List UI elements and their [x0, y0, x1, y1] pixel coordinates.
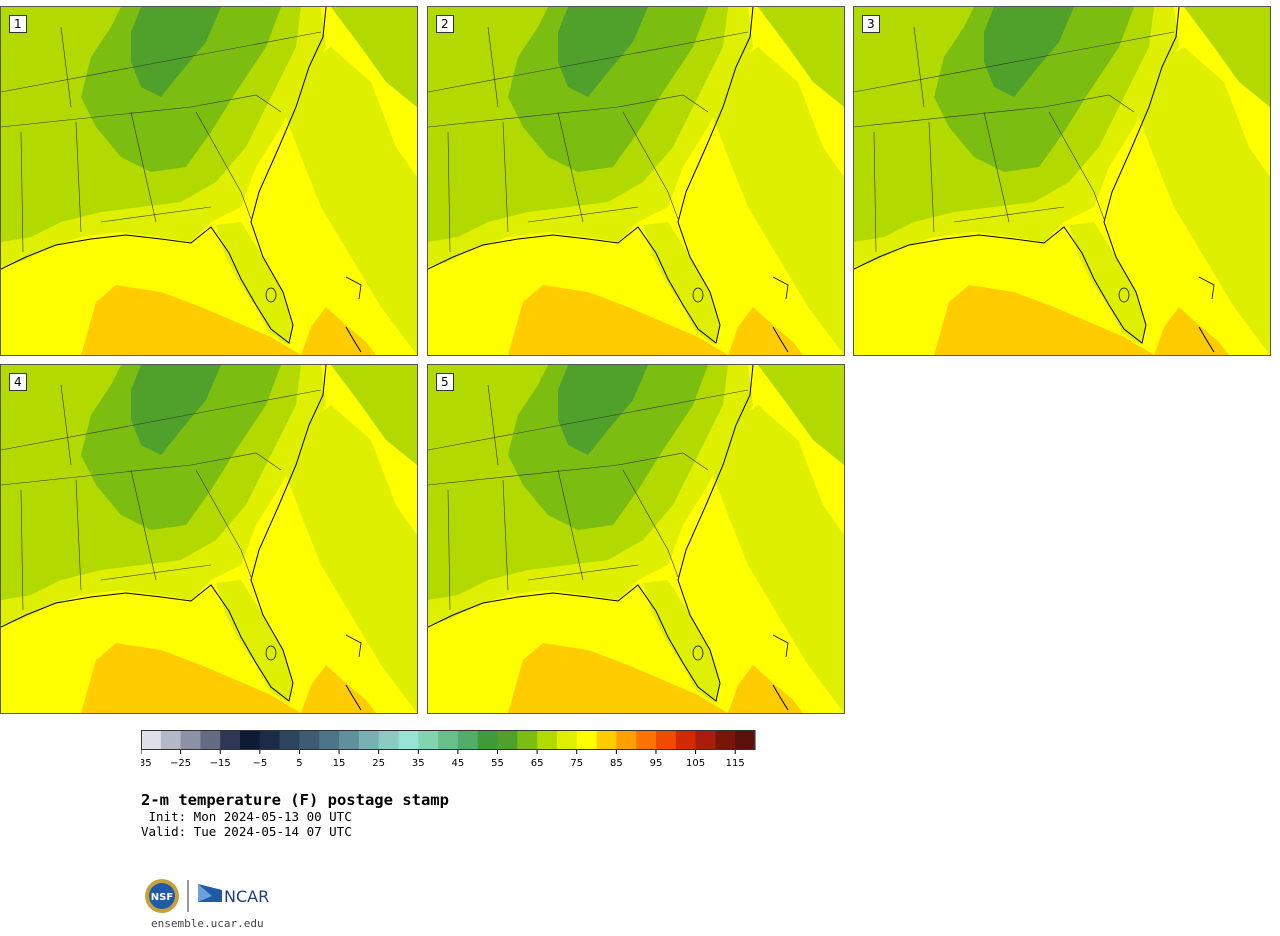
- colorbar-swatch: [299, 730, 320, 750]
- map-panel-4: [1, 365, 417, 713]
- colorbar-swatch: [378, 730, 399, 750]
- colorbar-tick-label: 85: [610, 758, 623, 769]
- panel-label: 2: [436, 15, 454, 33]
- colorbar-swatch: [339, 730, 360, 750]
- temperature-colorbar: −35 −25 −15 −5 5 15 25 35 45 55 65 75 85 95 105 115: [141, 730, 756, 769]
- colorbar-tick-label: 5: [296, 758, 302, 769]
- panel-label: 1: [9, 15, 27, 33]
- colorbar-swatch: [735, 730, 756, 750]
- colorbar-swatch: [259, 730, 281, 750]
- colorbar-tick-label: −5: [252, 758, 267, 769]
- colorbar-swatch: [715, 730, 736, 750]
- colorbar-tick-label: 65: [531, 758, 544, 769]
- colorbar-tick-label: 15: [333, 758, 346, 769]
- colorbar-swatch: [477, 730, 499, 750]
- colorbar-swatch: [596, 730, 617, 750]
- panel-label: 3: [862, 15, 880, 33]
- colorbar-swatch: [418, 730, 439, 750]
- colorbar-swatch: [160, 730, 182, 750]
- colorbar-tick-label: 75: [570, 758, 583, 769]
- colorbar-swatch: [358, 730, 380, 750]
- colorbar-swatch: [616, 730, 637, 750]
- colorbar-swatch: [695, 730, 716, 750]
- colorbar-border: [141, 730, 755, 750]
- ncar-logo-icon: NCAR: [198, 884, 269, 906]
- stamp-panel-3[interactable]: 3: [853, 6, 1271, 356]
- nsf-logo-text: NSF: [151, 892, 173, 903]
- colorbar-tick-label: 105: [686, 758, 705, 769]
- colorbar-tick-label: 95: [650, 758, 663, 769]
- colorbar-swatch: [220, 730, 241, 750]
- colorbar-swatch: [517, 730, 538, 750]
- panel-label: 5: [436, 373, 454, 391]
- colorbar-swatch: [556, 730, 578, 750]
- colorbar-tick-label: 45: [452, 758, 465, 769]
- colorbar-tick-label: 25: [372, 758, 385, 769]
- stamp-panel-5[interactable]: 5: [427, 364, 845, 714]
- colorbar-tick-label: 115: [726, 758, 745, 769]
- colorbar-tick-label: −35: [141, 758, 152, 769]
- valid-time: Valid: Tue 2024-05-14 07 UTC: [141, 824, 352, 839]
- panel-label: 4: [9, 373, 27, 391]
- colorbar-swatch: [240, 730, 261, 750]
- init-time: Init: Mon 2024-05-13 00 UTC: [141, 809, 352, 824]
- colorbar-swatch: [655, 730, 677, 750]
- colorbar-swatch: [279, 730, 300, 750]
- colorbar-tick-label: −15: [210, 758, 231, 769]
- colorbar-tick-label: 55: [491, 758, 504, 769]
- ncar-logo-text: NCAR: [224, 887, 269, 906]
- nsf-logo-icon: NSF: [145, 879, 179, 913]
- colorbar-swatch: [675, 730, 697, 750]
- stamp-panel-4[interactable]: 4: [0, 364, 418, 714]
- colorbar-swatch: [200, 730, 221, 750]
- site-url: ensemble.ucar.edu: [151, 917, 264, 930]
- stamp-panel-2[interactable]: 2: [427, 6, 845, 356]
- colorbar-swatch: [438, 730, 459, 750]
- colorbar-swatch: [497, 730, 518, 750]
- stamp-panel-1[interactable]: 1: [0, 6, 418, 356]
- colorbar-tick-label: 35: [412, 758, 425, 769]
- colorbar-swatch: [319, 730, 340, 750]
- nsf-ncar-logos: NSF NCAR: [145, 879, 269, 913]
- colorbar-swatch: [141, 730, 162, 750]
- colorbar-swatch: [576, 730, 598, 750]
- map-panel-5: [428, 365, 844, 713]
- colorbar-swatch: [457, 730, 479, 750]
- map-panel-3: [854, 7, 1270, 355]
- colorbar-swatch: [537, 730, 558, 750]
- colorbar-swatch: [398, 730, 419, 750]
- colorbar-swatch: [636, 730, 657, 750]
- colorbar-tick-label: −25: [170, 758, 191, 769]
- colorbar-swatch: [180, 730, 201, 750]
- plot-title: 2-m temperature (F) postage stamp: [141, 791, 449, 809]
- map-panel-2: [428, 7, 844, 355]
- map-panel-1: [1, 7, 417, 355]
